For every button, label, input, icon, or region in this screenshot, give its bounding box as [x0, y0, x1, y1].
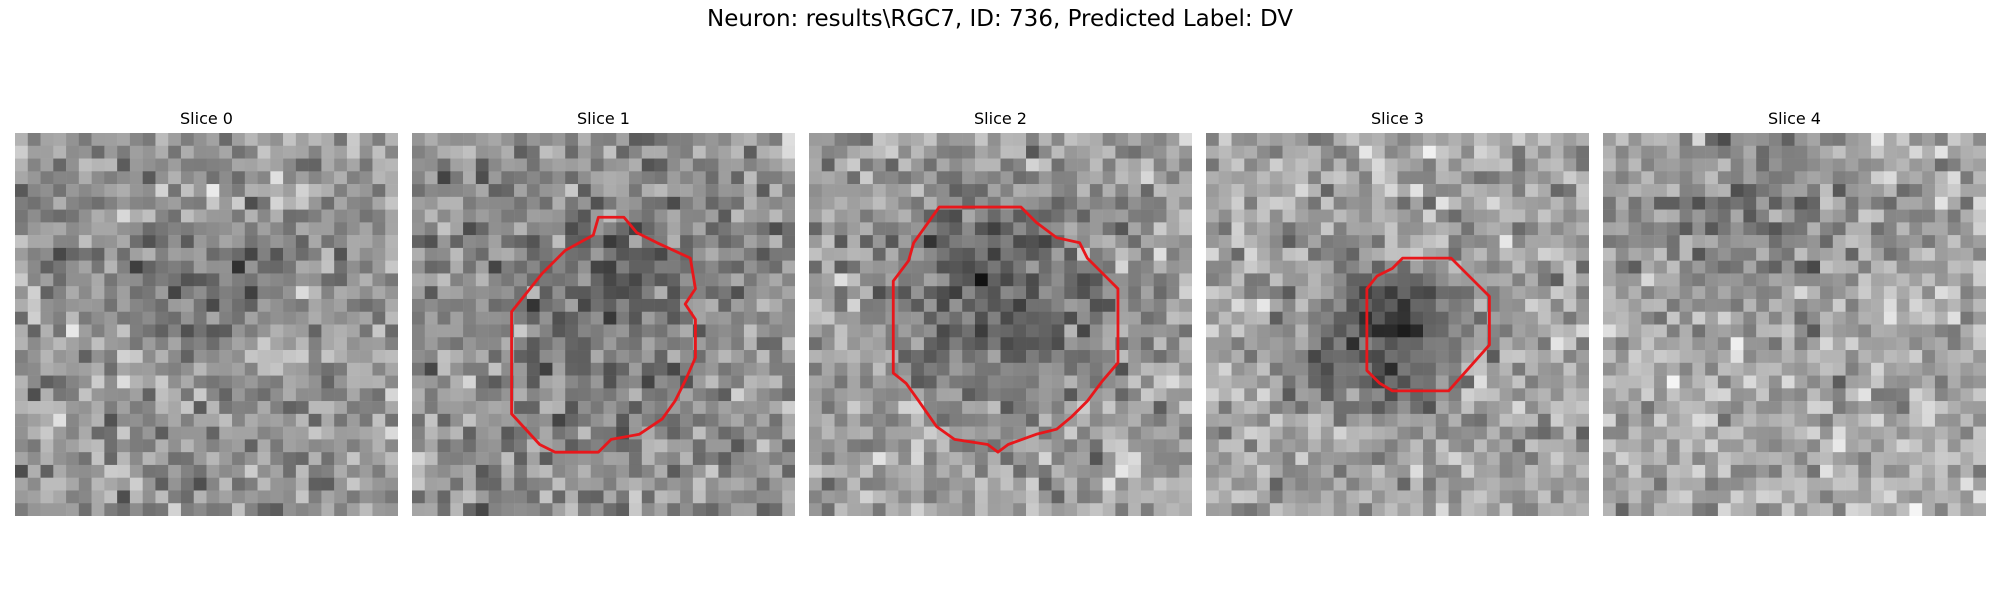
slice-title: Slice 4	[1768, 109, 1821, 128]
roi-contour	[510, 215, 697, 454]
roi-contour	[1365, 256, 1491, 393]
slice-image	[412, 133, 795, 516]
slice-panel: Slice 4	[1603, 108, 1986, 516]
slice-panel: Slice 2	[809, 108, 1192, 516]
slice-title: Slice 3	[1371, 109, 1424, 128]
slice-image	[1603, 133, 1986, 516]
slice-panel: Slice 0	[15, 108, 398, 516]
slice-image	[15, 133, 398, 516]
slice-title: Slice 0	[180, 109, 233, 128]
slice-panel: Slice 3	[1206, 108, 1589, 516]
figure-title: Neuron: results\RGC7, ID: 736, Predicted…	[706, 6, 1294, 32]
slice-title: Slice 1	[577, 109, 630, 128]
slice-panel: Slice 1	[412, 108, 795, 516]
slice-title: Slice 2	[974, 109, 1027, 128]
roi-contour	[891, 205, 1120, 454]
slice-image	[1206, 133, 1589, 516]
slice-image	[809, 133, 1192, 516]
